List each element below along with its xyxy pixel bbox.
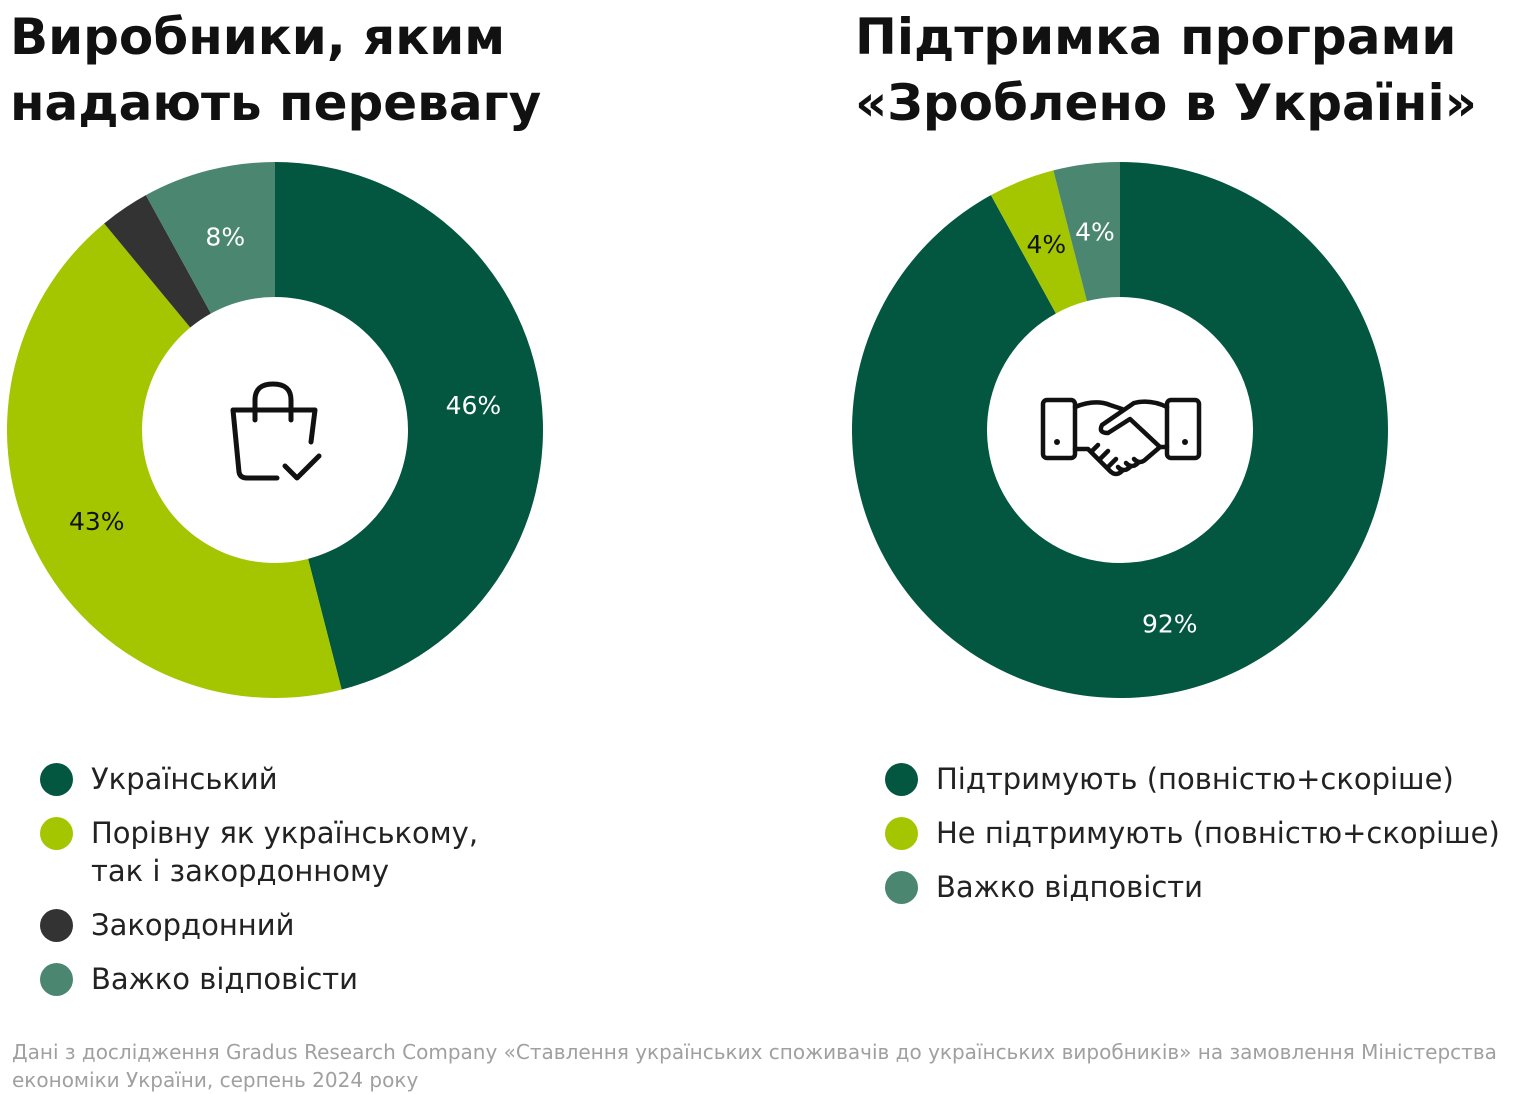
legend-item: Важко відповісти [40,960,560,998]
donut-made-in-ukraine-support: 92% 4% 4% [852,162,1389,698]
source-footnote: Дані з дослідження Gradus Research Compa… [12,1040,1497,1092]
donut-slice [275,162,543,690]
legend-item: Важко відповісти [885,868,1530,906]
legend-swatch [885,763,918,796]
donut-slice [145,162,275,314]
donut-slice [7,223,342,698]
legend-preferred-producers: Український Порівну як українському, так… [40,760,560,1014]
data-label: 92% [1142,610,1198,639]
legend-label: Закордонний [91,908,295,942]
legend-item: Український [40,760,560,798]
legend-label: Порівну як українському, так і закордонн… [91,816,479,888]
legend-label: Важко відповісти [91,962,359,996]
donut-slice [852,162,1389,698]
legend-label: Підтримують (повністю+скоріше) [936,762,1454,796]
legend-made-in-ukraine-support: Підтримують (повністю+скоріше) Не підтри… [885,760,1530,922]
data-label: 8% [205,222,245,251]
legend-label: Не підтримують (повністю+скоріше) [936,816,1500,850]
donut-preferred-producers: 46% 43% 8% [7,162,543,698]
data-label: 4% [1075,218,1115,247]
legend-item: Закордонний [40,906,560,944]
legend-label: Важко відповісти [936,870,1204,904]
donut-slice [104,195,211,328]
chart-title-preferred-producers: Виробники, яким надають перевагу [10,8,542,132]
handshake-icon [1040,397,1202,477]
legend-swatch [40,909,73,942]
data-label: 4% [1027,230,1067,259]
legend-item: Не підтримують (повністю+скоріше) [885,814,1530,852]
legend-swatch [40,763,73,796]
legend-swatch [40,817,73,850]
donut-slice [1053,162,1120,302]
chart-title-made-in-ukraine-support: Підтримка програми «Зроблено в Україні» [855,8,1477,132]
legend-label: Український [91,762,278,796]
legend-item: Порівну як українському, так і закордонн… [40,814,560,890]
data-label: 43% [69,507,125,536]
donut-slice [990,170,1087,314]
data-label: 46% [446,391,502,420]
shopping-bag-check-icon [230,381,322,481]
legend-swatch [40,963,73,996]
legend-item: Підтримують (повністю+скоріше) [885,760,1530,798]
legend-swatch [885,817,918,850]
legend-swatch [885,871,918,904]
